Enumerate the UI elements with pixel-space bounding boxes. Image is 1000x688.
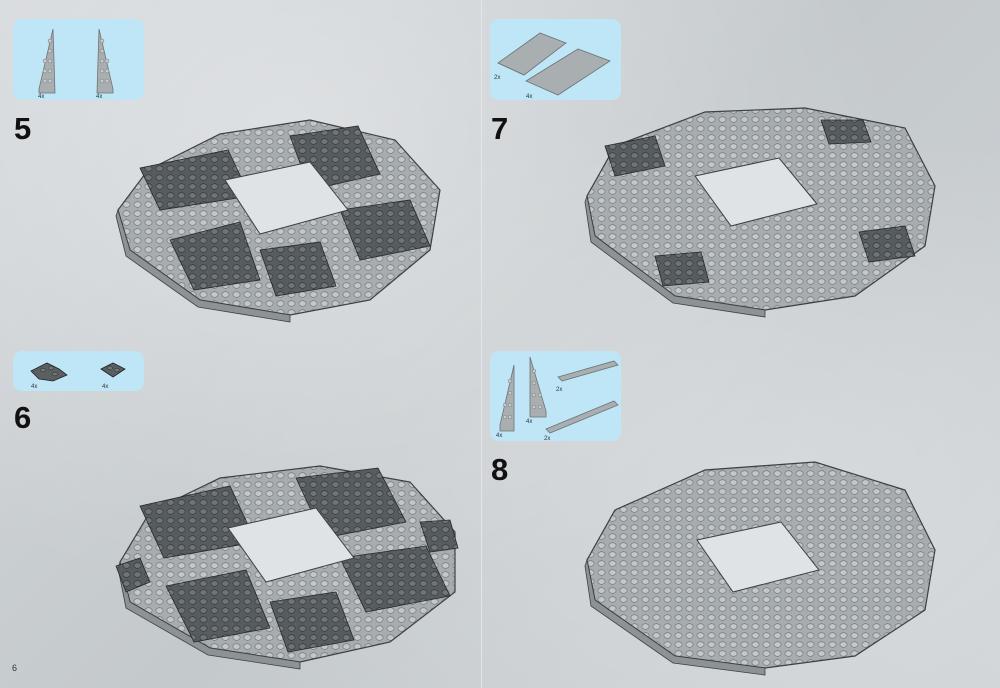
wedge-plate-left-part bbox=[38, 28, 56, 94]
corner-plate-added-2 bbox=[419, 519, 459, 553]
wedge-plate-part-2 bbox=[529, 356, 547, 418]
center-opening bbox=[694, 157, 818, 227]
step-8-number: 8 bbox=[491, 452, 509, 487]
dark-plate-5 bbox=[259, 241, 337, 297]
dark-plate-4 bbox=[169, 221, 261, 291]
dark-plate-4 bbox=[654, 251, 710, 287]
step-6-number: 6 bbox=[14, 400, 32, 435]
center-opening bbox=[224, 161, 349, 235]
step-8-parts-illustration: 4x 4x 2x 2x bbox=[496, 356, 619, 442]
long-plate-part-2 bbox=[545, 400, 619, 434]
corner-plate-part bbox=[30, 362, 68, 382]
step-6-qty-2: 4x bbox=[102, 384, 108, 390]
wedge-plate-part-1 bbox=[499, 364, 515, 432]
page-number: 6 bbox=[12, 663, 18, 673]
dark-plate-3 bbox=[339, 545, 451, 613]
small-plate-part bbox=[100, 362, 126, 378]
dark-plate-2 bbox=[820, 119, 872, 145]
step-8-assembly bbox=[584, 461, 936, 676]
dark-plate-3 bbox=[339, 199, 431, 261]
long-plate-part-1 bbox=[497, 32, 567, 76]
center-opening bbox=[227, 507, 355, 583]
step-6-parts-callout: 4x 4x bbox=[13, 351, 144, 391]
step-8-parts-callout: 4x 4x 2x 2x bbox=[490, 351, 621, 442]
step-8-qty-3: 2x bbox=[556, 387, 562, 393]
step-5-assembly bbox=[115, 119, 441, 323]
wedge-plate-right-part bbox=[96, 28, 114, 94]
dark-plate-5 bbox=[269, 591, 355, 653]
step-6-parts-illustration: 4x 4x bbox=[30, 362, 126, 390]
step-8-qty-1: 4x bbox=[496, 433, 502, 439]
dark-plate-3 bbox=[858, 225, 916, 263]
step-8-qty-4: 2x bbox=[544, 436, 550, 441]
dark-plate-4 bbox=[165, 569, 271, 643]
step-7-qty-2: 4x bbox=[526, 94, 532, 100]
step-5-number: 5 bbox=[14, 111, 32, 146]
step-7-number: 7 bbox=[491, 111, 509, 146]
step-7-qty-1: 2x bbox=[494, 75, 500, 81]
step-7-assembly bbox=[584, 107, 936, 318]
long-plate-part-2 bbox=[525, 48, 611, 96]
step-7-parts-callout: 2x 4x bbox=[490, 19, 621, 100]
page-divider bbox=[481, 0, 482, 688]
long-plate-part-1 bbox=[557, 360, 619, 382]
corner-plate-added-1 bbox=[115, 557, 151, 593]
center-opening bbox=[696, 521, 820, 593]
step-8-qty-2: 4x bbox=[526, 419, 532, 425]
step-5-parts-illustration: 4x 4x bbox=[38, 28, 114, 100]
dark-plate-1 bbox=[604, 135, 666, 177]
step-6-qty-1: 4x bbox=[31, 384, 37, 390]
step-7-parts-illustration: 2x 4x bbox=[494, 32, 611, 100]
step-5-qty-2: 4x bbox=[96, 94, 102, 100]
step-6-assembly bbox=[115, 465, 459, 670]
step-5-qty-1: 4x bbox=[38, 94, 44, 100]
step-5-parts-callout: 4x 4x bbox=[13, 19, 144, 100]
